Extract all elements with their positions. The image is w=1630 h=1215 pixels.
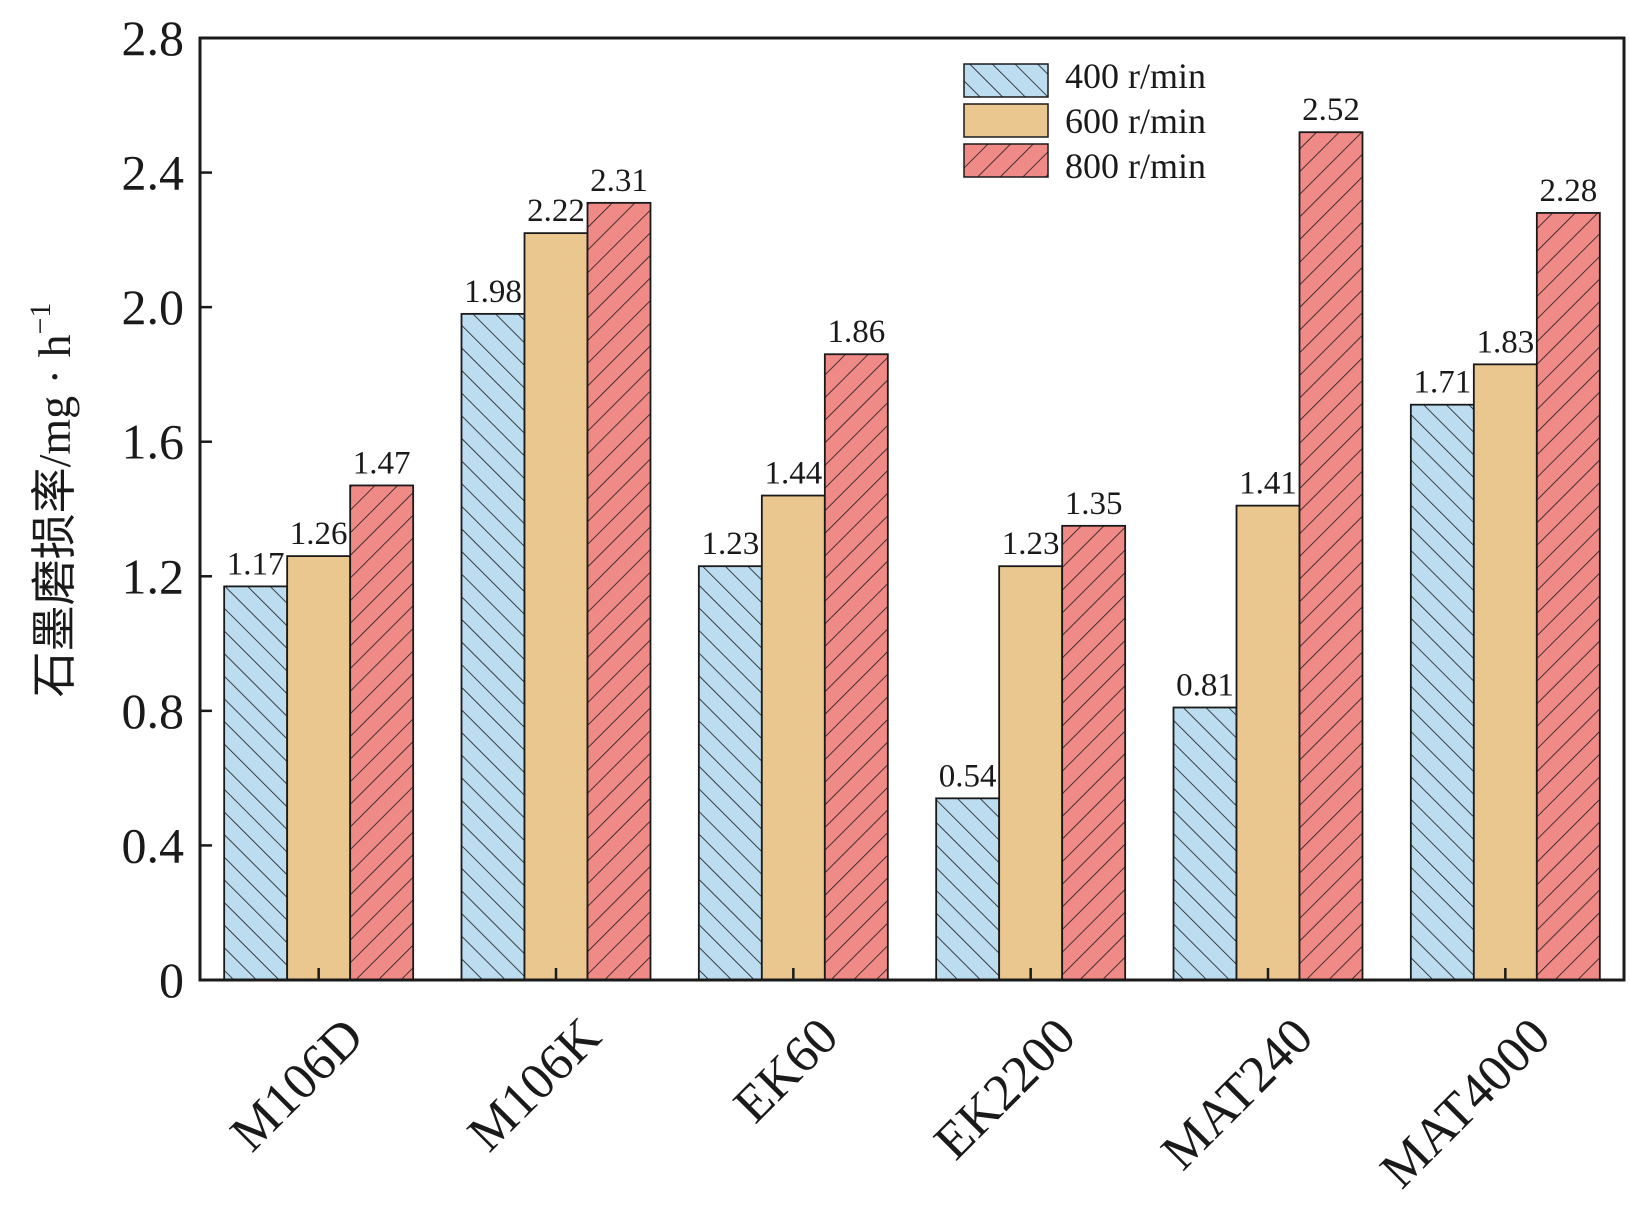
bar-EK2200-800rmin (1061, 524, 1127, 981)
legend-swatch-800 (963, 143, 1049, 178)
bar-MAT240-400rmin (1172, 706, 1238, 981)
x-tick-label: M106D (220, 1008, 375, 1163)
y-tick-label: 2.8 (122, 10, 185, 66)
y-tick-label: 2.0 (122, 279, 185, 335)
data-label: 1.86 (827, 314, 885, 350)
data-label: 1.83 (1476, 324, 1534, 360)
y-axis-title: 石墨磨损率/mg · h−1 (24, 303, 80, 698)
data-label: 1.35 (1065, 486, 1123, 522)
legend-swatch-600 (963, 103, 1049, 138)
data-label: 0.81 (1176, 667, 1234, 703)
x-tick-label-group: EK60 (723, 1008, 849, 1134)
y-tick-label: 1.6 (122, 414, 185, 470)
data-label: 1.44 (764, 456, 822, 492)
y-axis-title-superscript: −1 (24, 303, 57, 335)
x-tick-label: MAT4000 (1370, 1008, 1561, 1199)
bar-M106D-400rmin (223, 585, 289, 981)
data-label: 1.71 (1413, 365, 1471, 401)
data-label: 2.22 (527, 193, 585, 229)
legend-label-400: 400 r/min (1065, 56, 1206, 96)
bar-EK60-800rmin (823, 353, 889, 981)
bar-EK2200-600rmin (998, 565, 1064, 981)
bar-M106D-600rmin (286, 555, 352, 981)
data-label: 1.26 (290, 516, 348, 552)
data-label: 1.98 (464, 274, 522, 310)
y-tick-label: 0 (159, 952, 184, 1008)
x-tick-label-group: MAT240 (1151, 1008, 1324, 1181)
y-tick-label: 1.2 (122, 548, 185, 604)
bar-M106K-800rmin (586, 201, 652, 981)
y-tick-label: 0.4 (122, 817, 185, 873)
x-axis: M106D M106K EK60 EK2200 MAT240 MAT4000 (220, 968, 1561, 1199)
legend-label-600: 600 r/min (1065, 101, 1206, 141)
svg-text:石墨磨损率/mg · h−1: 石墨磨损率/mg · h−1 (24, 303, 80, 698)
bar-MAT4000-800rmin (1535, 212, 1601, 981)
data-label: 1.23 (701, 526, 759, 562)
bar-EK2200-400rmin (935, 797, 1001, 981)
bar-M106K-600rmin (523, 232, 589, 981)
x-tick-label-group: M106D (220, 1008, 375, 1163)
x-tick-label: M106K (457, 1007, 612, 1162)
x-tick-label: EK60 (723, 1008, 849, 1134)
legend: 400 r/min 600 r/min 800 r/min (963, 56, 1206, 186)
bar-M106D-800rmin (349, 484, 415, 981)
x-tick-label: EK2200 (924, 1008, 1087, 1171)
bar-MAT4000-600rmin (1472, 363, 1538, 981)
bar-EK60-400rmin (697, 565, 763, 981)
y-tick-label: 2.4 (122, 145, 185, 201)
bar-MAT240-800rmin (1298, 131, 1364, 981)
data-label: 2.31 (590, 163, 648, 199)
data-label: 1.17 (227, 546, 285, 582)
data-label: 2.52 (1302, 92, 1360, 128)
bar-MAT4000-400rmin (1409, 403, 1475, 981)
bar-M106K-400rmin (460, 312, 526, 981)
bars-layer (223, 131, 1601, 981)
y-axis-title-text: 石墨磨损率/mg · h (29, 335, 80, 698)
x-tick-label-group: M106K (457, 1007, 612, 1162)
x-tick-label-group: EK2200 (924, 1008, 1087, 1171)
y-tick-label: 0.8 (122, 683, 185, 739)
bar-MAT240-600rmin (1235, 504, 1301, 981)
data-label: 0.54 (939, 758, 997, 794)
data-label: 2.28 (1539, 173, 1597, 209)
legend-label-800: 800 r/min (1065, 146, 1206, 186)
data-label: 1.23 (1002, 526, 1060, 562)
x-tick-label: MAT240 (1151, 1008, 1324, 1181)
y-axis: 0 0.4 0.8 1.2 1.6 2.0 2.4 2.8 (122, 10, 212, 1008)
data-label: 1.47 (353, 445, 411, 481)
x-tick-label-group: MAT4000 (1370, 1008, 1561, 1199)
bar-EK60-600rmin (760, 494, 826, 981)
data-label: 1.41 (1239, 466, 1297, 502)
legend-swatch-400 (963, 63, 1049, 98)
plot-frame (198, 36, 1626, 982)
data-labels-layer: 1.171.261.471.982.222.311.231.441.860.54… (227, 92, 1597, 794)
